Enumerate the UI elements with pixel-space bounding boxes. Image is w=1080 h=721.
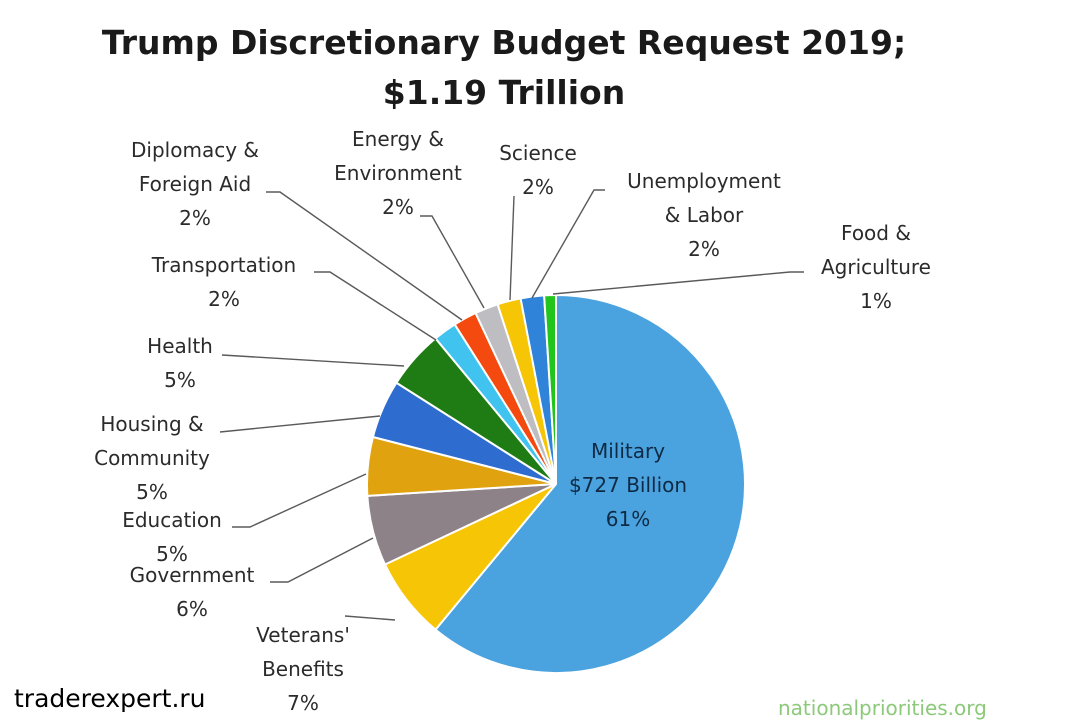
chart-title: Trump Discretionary Budget Request 2019;	[102, 23, 906, 62]
slice-label: $727 Billion	[569, 473, 687, 497]
pie-slice	[543, 293, 557, 485]
leader-line	[266, 191, 463, 321]
slice-label: Health	[147, 334, 213, 358]
slice-label: 5%	[164, 368, 196, 392]
source-watermark: nationalpriorities.org	[778, 696, 987, 720]
slice-label: Education	[122, 508, 222, 532]
slice-label: 1%	[860, 289, 892, 313]
leader-line	[531, 189, 605, 299]
leader-line	[314, 271, 437, 341]
slice-label: Housing &	[100, 412, 203, 436]
slice-label: Community	[94, 446, 210, 470]
slice-label: 2%	[208, 287, 240, 311]
leader-line	[344, 615, 396, 621]
slice-label: Military	[591, 439, 665, 463]
slice-label: Foreign Aid	[139, 172, 251, 196]
slice-label: Science	[499, 141, 577, 165]
leader-line	[270, 537, 374, 583]
slice-label: 5%	[156, 542, 188, 566]
slice-label: Agriculture	[821, 255, 931, 279]
slice-label: Environment	[334, 161, 462, 185]
slice-label: Government	[130, 563, 255, 587]
leader-line	[420, 215, 485, 309]
slice-label: 61%	[606, 507, 650, 531]
slice-label: Benefits	[262, 657, 344, 681]
slice-label: Energy &	[352, 127, 444, 151]
slice-label: 2%	[688, 237, 720, 261]
slice-label: 5%	[136, 480, 168, 504]
chart-subtitle: $1.19 Trillion	[383, 73, 625, 112]
slice-label: 2%	[179, 206, 211, 230]
slice-label: Veterans'	[256, 623, 350, 647]
slice-label: 2%	[382, 195, 414, 219]
slice-label: Diplomacy &	[131, 138, 259, 162]
leader-line	[509, 195, 515, 301]
pie-slice	[434, 293, 746, 674]
slice-label: Transportation	[151, 253, 296, 277]
leader-line	[221, 354, 405, 367]
slice-label: 7%	[287, 691, 319, 715]
site-watermark: traderexpert.ru	[14, 684, 206, 713]
slice-label: Unemployment	[627, 169, 781, 193]
slice-label: & Labor	[665, 203, 744, 227]
leader-line	[232, 473, 367, 528]
slice-label: 2%	[522, 175, 554, 199]
slice-label: 6%	[176, 597, 208, 621]
slice-label: Food &	[841, 221, 911, 245]
leader-line	[552, 271, 804, 295]
leader-line	[219, 415, 381, 433]
